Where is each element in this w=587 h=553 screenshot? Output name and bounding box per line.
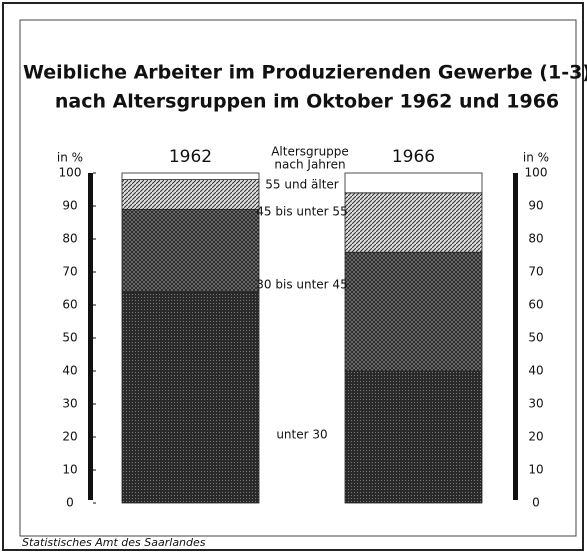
legend-title: nach Jahren	[274, 158, 345, 172]
y-tick-label: 90	[62, 199, 77, 213]
bar-segment	[344, 370, 483, 504]
bar-segment	[121, 208, 260, 293]
inner-frame	[19, 19, 577, 537]
y-axis-label: in %	[523, 151, 549, 165]
chart-title: Weibliche Arbeiter im Produzierenden Gew…	[23, 62, 587, 84]
legend-title: Altersgruppe	[271, 145, 349, 159]
y-tick-label: 90	[528, 199, 543, 213]
bar-segment	[121, 291, 260, 504]
x-tick-label: 1966	[392, 147, 435, 167]
y-tick-label: 20	[528, 430, 543, 444]
source: Statistisches Amt des Saarlandes	[22, 536, 206, 549]
y-tick-label: 100	[525, 166, 548, 180]
y-tick-label: 30	[62, 397, 77, 411]
y-tick-label: 60	[62, 298, 77, 312]
y-tick-label: 80	[62, 232, 77, 246]
bar-segment	[121, 179, 260, 210]
y-axis	[513, 173, 518, 500]
y-tick-label: 60	[528, 298, 543, 312]
y-tick-label: 80	[528, 232, 543, 246]
y-tick-label: 40	[528, 364, 543, 378]
y-tick-label: 10	[528, 463, 543, 477]
y-axis	[88, 173, 93, 500]
legend-label: 55 und älter	[265, 178, 339, 192]
legend-label: 45 bis unter 55	[256, 205, 347, 219]
y-tick-label: 50	[528, 331, 543, 345]
legend-label: 30 bis unter 45	[256, 278, 347, 292]
bar-segment	[121, 172, 260, 180]
y-tick-label: 0	[66, 496, 74, 510]
chart-title: nach Altersgruppen im Oktober 1962 und 1…	[55, 91, 559, 113]
x-tick-label: 1962	[169, 147, 212, 167]
y-tick-label: 40	[62, 364, 77, 378]
y-axis-label: in %	[57, 151, 83, 165]
bar-segment	[344, 251, 483, 372]
legend-label: unter 30	[276, 428, 327, 442]
y-tick-label: 50	[62, 331, 77, 345]
y-tick-label: 70	[528, 265, 543, 279]
y-tick-label: 30	[528, 397, 543, 411]
y-tick-label: 100	[59, 166, 82, 180]
y-tick-label: 0	[532, 496, 540, 510]
bar-segment	[344, 172, 483, 194]
y-tick-label: 20	[62, 430, 77, 444]
y-tick-label: 70	[62, 265, 77, 279]
y-tick-label: 10	[62, 463, 77, 477]
bar-segment	[344, 192, 483, 253]
